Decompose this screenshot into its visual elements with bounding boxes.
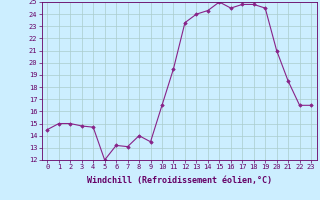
X-axis label: Windchill (Refroidissement éolien,°C): Windchill (Refroidissement éolien,°C) (87, 176, 272, 185)
